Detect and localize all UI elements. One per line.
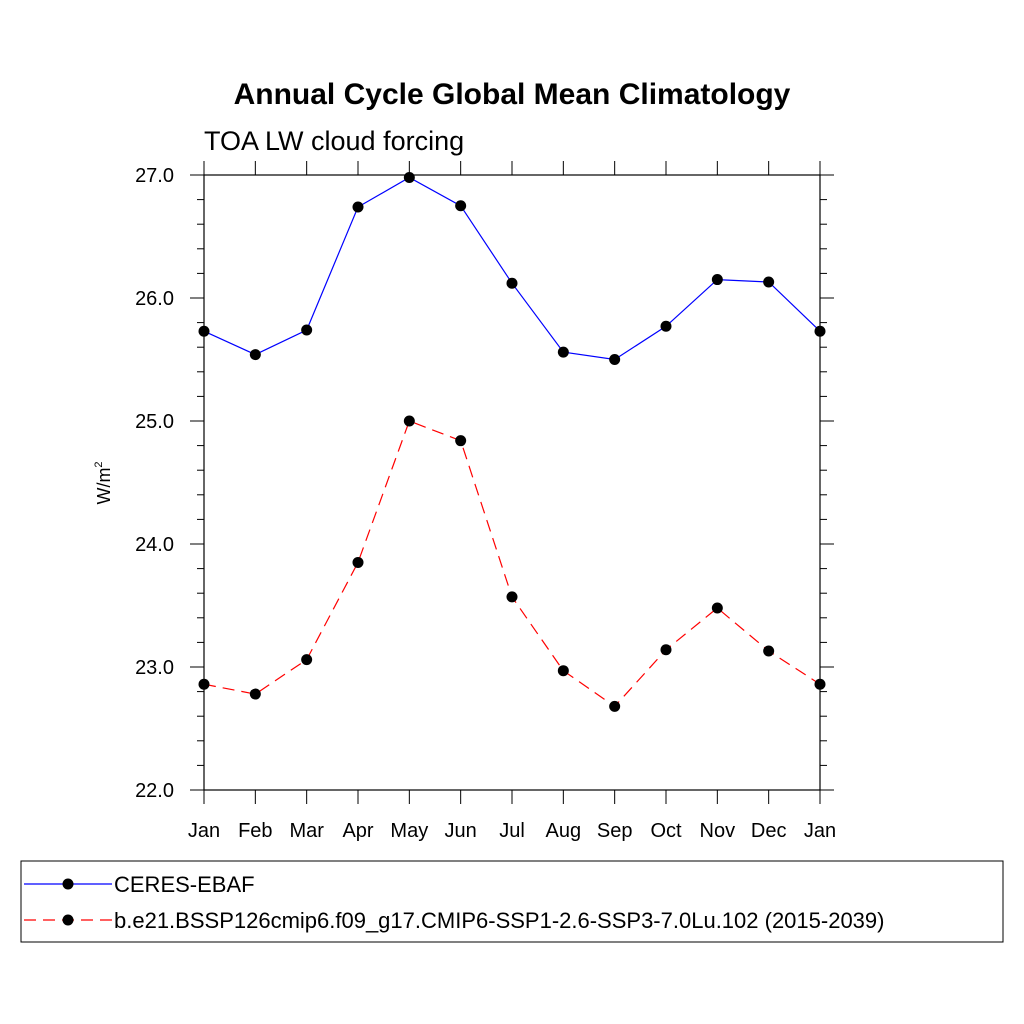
x-tick-label: Nov: [700, 820, 736, 842]
legend-label: b.e21.BSSP126cmip6.f09_g17.CMIP6-SSP1-2.…: [114, 908, 884, 933]
legend-label: CERES-EBAF: [114, 872, 255, 897]
legend-marker: [62, 914, 74, 926]
data-point: [249, 349, 261, 361]
x-tick-label: Mar: [289, 820, 324, 842]
data-point: [711, 602, 723, 614]
y-tick-label: 27.0: [135, 165, 174, 187]
y-tick-label: 22.0: [135, 780, 174, 802]
x-tick-label: Jan: [804, 820, 836, 842]
data-point: [711, 274, 723, 286]
data-point: [557, 665, 569, 677]
data-point: [506, 277, 518, 289]
data-point: [557, 346, 569, 358]
legend-box: [20, 860, 1004, 943]
chart-subtitle: TOA LW cloud forcing: [204, 126, 464, 156]
series-layer: [198, 171, 826, 712]
series-2: [198, 415, 826, 712]
series-line: [203, 420, 821, 708]
x-tick-label: Dec: [751, 820, 787, 842]
series-line: [203, 176, 821, 361]
chart-title: Annual Cycle Global Mean Climatology: [234, 78, 791, 111]
legend-item: CERES-EBAF: [24, 872, 255, 897]
data-point: [403, 415, 415, 427]
data-point: [301, 654, 313, 666]
x-tick-label: Apr: [342, 820, 373, 842]
x-tick-label: Feb: [238, 820, 272, 842]
data-point: [814, 678, 826, 690]
data-point: [763, 276, 775, 288]
y-axis-label-superscript: 2: [93, 461, 105, 467]
data-point: [455, 200, 467, 212]
y-tick-label: 24.0: [135, 534, 174, 556]
data-point: [763, 645, 775, 657]
legend-marker: [62, 878, 74, 890]
data-point: [609, 700, 621, 712]
x-tick-label: Jan: [188, 820, 220, 842]
plot-area: [203, 174, 821, 791]
x-tick-label: May: [390, 820, 428, 842]
data-point: [506, 591, 518, 603]
data-point: [249, 688, 261, 700]
series-1: [198, 171, 826, 365]
x-tick-label: Oct: [650, 820, 682, 842]
data-point: [198, 325, 210, 337]
data-point: [403, 171, 415, 183]
y-tick-labels: 22.0 23.0 24.0 25.0 26.0 27.0: [135, 165, 174, 802]
axis-ticks: [190, 161, 834, 804]
data-point: [301, 324, 313, 336]
data-point: [609, 354, 621, 365]
y-tick-label: 23.0: [135, 657, 174, 679]
data-point: [352, 556, 364, 568]
data-point: [352, 201, 364, 213]
data-point: [660, 644, 672, 656]
y-axis-label-text: W/m: [94, 468, 114, 505]
data-point: [455, 435, 467, 447]
data-point: [198, 678, 210, 690]
plot-frame: [203, 174, 821, 791]
legend-item: b.e21.BSSP126cmip6.f09_g17.CMIP6-SSP1-2.…: [24, 908, 884, 933]
x-tick-labels: Jan Feb Mar Apr May Jun Jul Aug Sep Oct Nov Dec Jan: [188, 820, 836, 842]
data-point: [814, 325, 826, 337]
x-tick-label: Jul: [499, 820, 525, 842]
x-tick-label: Sep: [597, 820, 633, 842]
y-tick-label: 26.0: [135, 288, 174, 310]
data-point: [660, 320, 672, 332]
y-tick-label: 25.0: [135, 411, 174, 433]
y-axis-label: W/m2: [93, 461, 114, 504]
x-tick-label: Jun: [445, 820, 477, 842]
x-tick-label: Aug: [546, 820, 582, 842]
legend: CERES-EBAF b.e21.BSSP126cmip6.f09_g17.CMI…: [24, 872, 884, 933]
